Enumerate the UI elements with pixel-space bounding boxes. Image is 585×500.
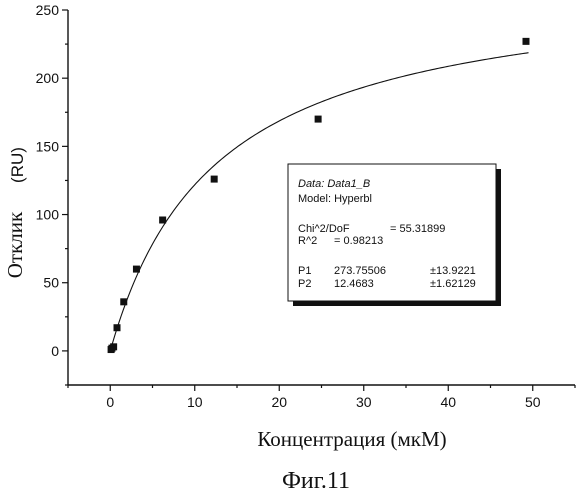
legend-p1-value: 273.75506 <box>334 265 386 277</box>
y-tick-label: 50 <box>43 275 59 291</box>
data-point <box>120 298 127 305</box>
y-tick-label: 200 <box>36 70 60 86</box>
legend-p1-name: P1 <box>298 265 311 277</box>
fit-parameters-box: Data: Data1_B Model: Hyperbl Chi^2/DoF =… <box>288 164 501 306</box>
legend-p1-error: ±13.9221 <box>430 265 476 277</box>
legend-r2-value: = 0.98213 <box>334 235 383 247</box>
legend-data-line: Data: Data1_B <box>298 178 370 190</box>
y-tick-label: 250 <box>36 2 60 18</box>
x-tick-label: 0 <box>106 394 114 410</box>
data-point <box>522 38 529 45</box>
data-point <box>133 266 140 273</box>
legend-p2-value: 12.4683 <box>334 278 374 290</box>
data-point <box>159 217 166 224</box>
legend-p2-name: P2 <box>298 278 311 290</box>
figure-caption: Фиг.11 <box>282 468 350 494</box>
legend-r2-label: R^2 <box>298 235 317 247</box>
data-point <box>114 324 121 331</box>
data-point <box>110 343 117 350</box>
y-axis-unit-label: (RU) <box>8 147 27 183</box>
y-tick-label: 100 <box>36 207 60 223</box>
legend-p2-error: ±1.62129 <box>430 278 476 290</box>
x-tick-label: 20 <box>271 394 287 410</box>
legend-model-line: Model: Hyperbl <box>298 193 372 205</box>
data-point <box>315 116 322 123</box>
legend-chi-value: = 55.31899 <box>390 223 445 235</box>
x-tick-label: 40 <box>440 394 456 410</box>
data-point <box>211 176 218 183</box>
x-tick-label: 30 <box>356 394 372 410</box>
x-tick-label: 10 <box>187 394 203 410</box>
x-axis-label: Концентрация (мкМ) <box>257 427 446 451</box>
y-tick-label: 0 <box>51 343 59 359</box>
legend-chi-label: Chi^2/DoF <box>298 223 350 235</box>
x-tick-label: 50 <box>525 394 541 410</box>
y-axis-label: Отклик <box>3 211 27 278</box>
y-tick-label: 150 <box>36 138 60 154</box>
